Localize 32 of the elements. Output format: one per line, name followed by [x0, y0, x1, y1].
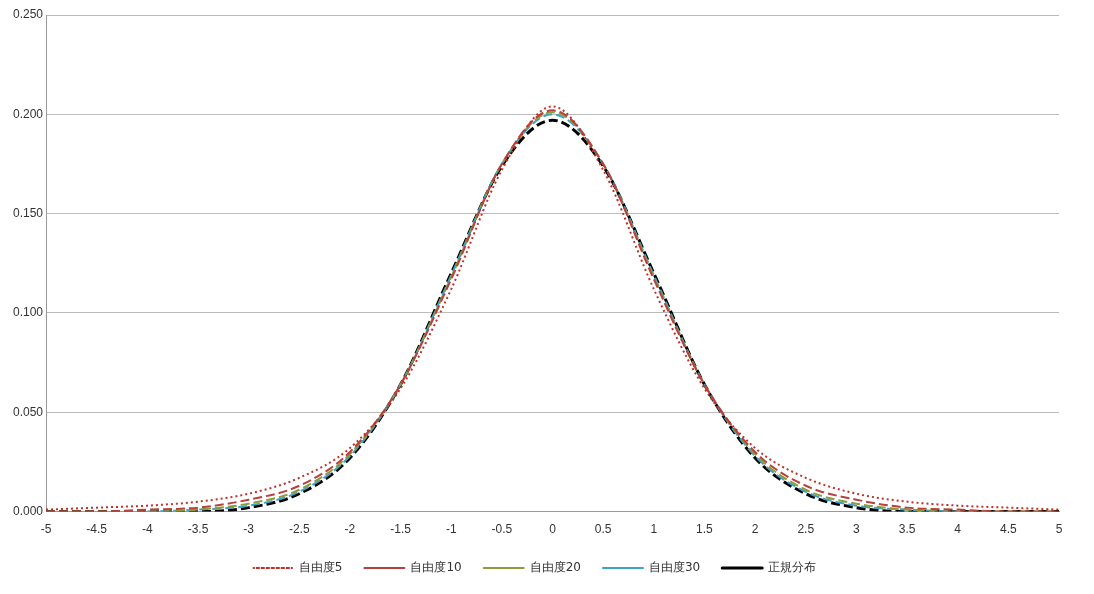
- x-tick-label: -0.5: [491, 522, 513, 537]
- x-tick-label: -4: [141, 522, 153, 537]
- y-tick-label: 0.100: [13, 305, 44, 320]
- x-tick-label: 0: [549, 522, 557, 537]
- x-tick-label: -3: [243, 522, 255, 537]
- x-tick-label: -1: [445, 522, 457, 537]
- x-tick-label: -2: [344, 522, 356, 537]
- legend-label: 自由度10: [410, 560, 462, 575]
- legend-label: 自由度5: [298, 560, 343, 575]
- x-tick-label: 2.5: [797, 522, 815, 537]
- x-tick-label: 3: [853, 522, 861, 537]
- y-tick-label: 0.050: [13, 404, 44, 419]
- y-tick-label: 0.150: [13, 205, 44, 220]
- x-tick-label: 5: [1055, 522, 1063, 537]
- x-tick-label: -3.5: [187, 522, 209, 537]
- x-tick-label: 4.5: [1000, 522, 1018, 537]
- y-tick-label: 0.200: [13, 106, 44, 121]
- legend-label: 自由度30: [648, 560, 701, 575]
- x-tick-label: 4: [954, 522, 962, 537]
- x-tick-label: 0.5: [594, 522, 612, 537]
- x-tick-label: -5: [40, 522, 52, 537]
- y-tick-label: 0.000: [13, 503, 44, 518]
- x-tick-label: -2.5: [288, 522, 310, 537]
- y-tick-label: 0.250: [13, 7, 44, 22]
- legend-label: 自由度20: [529, 560, 581, 575]
- legend-label: 正規分布: [768, 560, 817, 575]
- x-tick-label: -1.5: [390, 522, 412, 537]
- x-tick-label: 1: [650, 522, 658, 537]
- x-tick-label: 2: [751, 522, 759, 537]
- x-tick-label: 1.5: [696, 522, 714, 537]
- x-tick-label: 3.5: [898, 522, 916, 537]
- x-tick-label: -4.5: [86, 522, 108, 537]
